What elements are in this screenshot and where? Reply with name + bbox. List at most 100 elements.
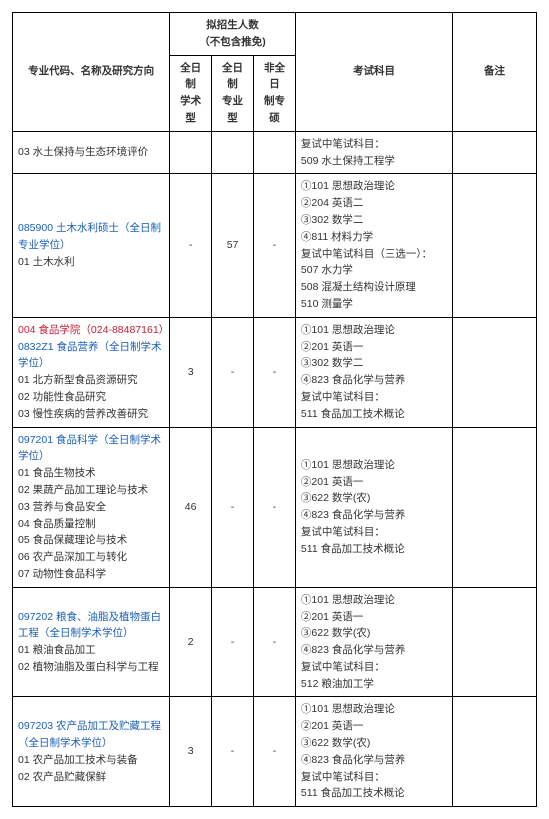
count-cell: - (170, 174, 212, 317)
header-text: 专业代码、名称及研究方向 (28, 65, 154, 77)
table-row: 097202 粮食、油脂及植物蛋白工程（全日制学术学位）01 粮油食品加工02 … (13, 587, 537, 697)
major-cell: 004 食品学院（024-88487161）0832Z1 食品营养（全日制学术学… (13, 317, 170, 427)
table-row: 085900 土木水利硕士（全日制专业学位）01 土木水利-57-①101 思想… (13, 174, 537, 317)
exam-line: ①101 思想政治理论 (301, 178, 447, 195)
major-line: 02 功能性食品研究 (18, 389, 164, 406)
exam-line: ①101 思想政治理论 (301, 457, 447, 474)
table-row: 097203 农产品加工及贮藏工程（全日制学术学位）01 农产品加工技术与装备0… (13, 697, 537, 807)
count-cell: 3 (170, 317, 212, 427)
count-cell: - (254, 174, 296, 317)
count-cell (254, 131, 296, 174)
exam-line: ④823 食品化学与营养 (301, 642, 447, 659)
exam-cell: ①101 思想政治理论②204 英语二③302 数学二④811 材料力学复试中笔… (295, 174, 452, 317)
note-cell (453, 697, 537, 807)
major-line: 03 营养与食品安全 (18, 499, 164, 516)
count-cell (170, 131, 212, 174)
col-major-header: 专业代码、名称及研究方向 (13, 13, 170, 132)
count-cell: 46 (170, 427, 212, 587)
note-cell (453, 174, 537, 317)
exam-line: ③622 数学(农) (301, 625, 447, 642)
header-text: 备注 (484, 65, 505, 77)
exam-cell: ①101 思想政治理论②201 英语一③622 数学(农)④823 食品化学与营… (295, 587, 452, 697)
exam-line: 510 测量学 (301, 296, 447, 313)
exam-line: ②201 英语一 (301, 474, 447, 491)
exam-cell: ①101 思想政治理论②201 英语一③622 数学(农)④823 食品化学与营… (295, 427, 452, 587)
count-cell: - (254, 587, 296, 697)
exam-line: ①101 思想政治理论 (301, 592, 447, 609)
count-cell: - (254, 697, 296, 807)
exam-line: 507 水力学 (301, 262, 447, 279)
col-exam-header: 考试科目 (295, 13, 452, 132)
major-line: 0832Z1 食品营养（全日制学术学位） (18, 339, 164, 373)
exam-line: ③622 数学(农) (301, 735, 447, 752)
major-line: 097203 农产品加工及贮藏工程（全日制学术学位） (18, 718, 164, 752)
exam-line: 509 水土保持工程学 (301, 153, 447, 170)
major-line: 097202 粮食、油脂及植物蛋白工程（全日制学术学位） (18, 609, 164, 643)
note-cell (453, 587, 537, 697)
exam-line: 511 食品加工技术概论 (301, 541, 447, 558)
header-text: 考试科目 (353, 65, 395, 77)
exam-line: 复试中笔试科目： (301, 769, 447, 786)
major-line: 03 慢性疾病的营养改善研究 (18, 406, 164, 423)
exam-line: 508 混凝土结构设计原理 (301, 279, 447, 296)
col-sub2-header: 全日制 专业型 (212, 55, 254, 131)
col-sub1-header: 全日制 学术型 (170, 55, 212, 131)
exam-line: 复试中笔试科目（三选一）： (301, 246, 447, 263)
admissions-table: 专业代码、名称及研究方向 拟招生人数 （不包含推免) 考试科目 备注 全日制 学… (12, 12, 537, 807)
count-cell: 57 (212, 174, 254, 317)
exam-cell: 复试中笔试科目：509 水土保持工程学 (295, 131, 452, 174)
major-line: 01 粮油食品加工 (18, 642, 164, 659)
note-cell (453, 131, 537, 174)
exam-line: 复试中笔试科目： (301, 659, 447, 676)
count-cell: - (212, 317, 254, 427)
count-cell: - (254, 317, 296, 427)
exam-line: 复试中笔试科目： (301, 389, 447, 406)
exam-line: ④823 食品化学与营养 (301, 507, 447, 524)
exam-line: 复试中笔试科目： (301, 136, 447, 153)
table-row: 097201 食品科学（全日制学术学位）01 食品生物技术02 果蔬产品加工理论… (13, 427, 537, 587)
major-line: 01 北方新型食品资源研究 (18, 372, 164, 389)
count-cell: - (212, 587, 254, 697)
count-cell (212, 131, 254, 174)
count-cell: - (254, 427, 296, 587)
count-cell: 3 (170, 697, 212, 807)
major-line: 01 农产品加工技术与装备 (18, 752, 164, 769)
major-line: 07 动物性食品科学 (18, 566, 164, 583)
major-cell: 097203 农产品加工及贮藏工程（全日制学术学位）01 农产品加工技术与装备0… (13, 697, 170, 807)
major-line: 05 食品保藏理论与技术 (18, 532, 164, 549)
table-row: 03 水土保持与生态环境评价 复试中笔试科目：509 水土保持工程学 (13, 131, 537, 174)
note-cell (453, 317, 537, 427)
table-row: 004 食品学院（024-88487161）0832Z1 食品营养（全日制学术学… (13, 317, 537, 427)
major-cell: 097202 粮食、油脂及植物蛋白工程（全日制学术学位）01 粮油食品加工02 … (13, 587, 170, 697)
exam-line: ③302 数学二 (301, 355, 447, 372)
major-line: 02 农产品贮藏保鲜 (18, 769, 164, 786)
exam-line: ④823 食品化学与营养 (301, 752, 447, 769)
header-text: 非全日 制专硕 (264, 62, 285, 124)
exam-line: ②201 英语一 (301, 609, 447, 626)
header-text: 拟招生人数 （不包含推免) (199, 19, 266, 48)
exam-line: 511 食品加工技术概论 (301, 785, 447, 802)
exam-line: 511 食品加工技术概论 (301, 406, 447, 423)
exam-line: ①101 思想政治理论 (301, 701, 447, 718)
major-line: 004 食品学院（024-88487161） (18, 322, 164, 339)
major-line: 04 食品质量控制 (18, 516, 164, 533)
exam-cell: ①101 思想政治理论②201 英语一③622 数学(农)④823 食品化学与营… (295, 697, 452, 807)
table-header: 专业代码、名称及研究方向 拟招生人数 （不包含推免) 考试科目 备注 全日制 学… (13, 13, 537, 132)
major-line: 085900 土木水利硕士（全日制专业学位） (18, 220, 164, 254)
count-cell: - (212, 697, 254, 807)
exam-line: 复试中笔试科目： (301, 524, 447, 541)
col-enroll-header: 拟招生人数 （不包含推免) (170, 13, 296, 56)
exam-cell: ①101 思想政治理论②201 英语一③302 数学二④823 食品化学与营养复… (295, 317, 452, 427)
exam-line: ③622 数学(农) (301, 490, 447, 507)
col-sub3-header: 非全日 制专硕 (254, 55, 296, 131)
major-cell: 085900 土木水利硕士（全日制专业学位）01 土木水利 (13, 174, 170, 317)
exam-line: ②201 英语一 (301, 339, 447, 356)
exam-line: ①101 思想政治理论 (301, 322, 447, 339)
major-line: 01 食品生物技术 (18, 465, 164, 482)
exam-line: ②201 英语一 (301, 718, 447, 735)
major-line: 03 水土保持与生态环境评价 (18, 144, 164, 161)
count-cell: - (212, 427, 254, 587)
exam-line: ④823 食品化学与营养 (301, 372, 447, 389)
major-line: 01 土木水利 (18, 254, 164, 271)
exam-line: ④811 材料力学 (301, 229, 447, 246)
